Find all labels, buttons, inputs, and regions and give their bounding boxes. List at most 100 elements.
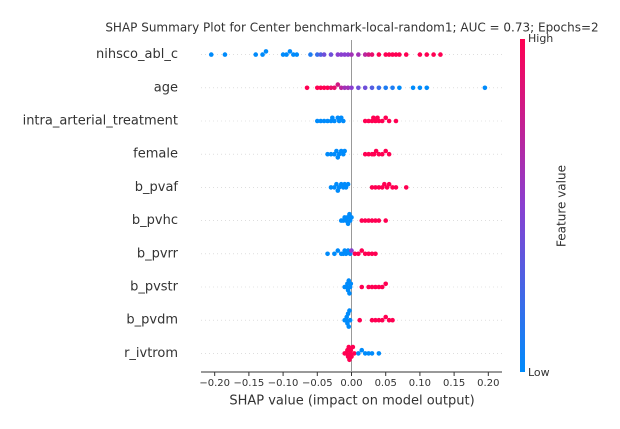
feature-label: b_pvdm: [126, 313, 178, 328]
shap-point: [369, 351, 375, 356]
shap-point: [325, 151, 330, 157]
shap-point: [325, 251, 330, 257]
shap-point: [397, 85, 402, 91]
shap-point: [373, 218, 378, 223]
feature-label: age: [154, 80, 178, 95]
shap-point: [335, 82, 341, 87]
shap-point: [397, 52, 402, 57]
shap-point: [357, 317, 363, 323]
shap-point: [359, 284, 365, 290]
shap-point: [314, 85, 320, 91]
shap-point: [383, 115, 389, 121]
x-axis-label: SHAP value (impact on model output): [229, 394, 474, 409]
shap-point: [390, 85, 395, 91]
shap-point: [351, 351, 357, 356]
shap-point: [356, 351, 361, 356]
colorbar-label: Feature value: [555, 165, 569, 247]
shap-point: [325, 118, 330, 124]
shap-point: [373, 251, 378, 257]
shap-point: [253, 52, 259, 57]
shap-point: [321, 52, 327, 57]
shap-point: [349, 52, 354, 57]
shap-point: [362, 351, 368, 356]
shap-point: [335, 248, 341, 253]
shap-point: [287, 49, 293, 54]
shap-point: [284, 52, 289, 57]
shap-point: [410, 85, 416, 91]
feature-label: b_pvstr: [130, 280, 179, 295]
shap-point: [393, 52, 399, 57]
shap-point: [318, 85, 324, 91]
shap-point: [338, 85, 344, 91]
shap-point: [383, 148, 389, 154]
shap-point: [362, 151, 368, 157]
shap-point: [346, 324, 352, 329]
shap-point: [208, 52, 214, 57]
shap-point: [369, 85, 375, 91]
shap-point: [366, 218, 371, 223]
x-tick-label: −0.05: [302, 378, 333, 389]
x-tick-label: 0.00: [340, 378, 362, 389]
shap-point: [390, 185, 395, 190]
shap-point: [369, 251, 375, 257]
shap-point: [431, 52, 436, 57]
shap-point: [373, 185, 378, 190]
shap-point: [376, 218, 382, 223]
shap-point: [369, 218, 375, 223]
shap-point: [314, 118, 320, 124]
shap-point: [356, 251, 361, 257]
shap-point: [379, 317, 385, 323]
shap-point: [386, 151, 392, 157]
shap-point: [342, 148, 347, 154]
feature-label: intra_arterial_treatment: [23, 114, 178, 129]
shap-point: [362, 251, 368, 257]
shap-point: [403, 185, 409, 190]
shap-point: [318, 118, 324, 124]
colorbar: [520, 39, 525, 372]
shap-point: [376, 317, 382, 323]
shap-point: [376, 185, 382, 190]
shap-point: [347, 308, 352, 313]
shap-point: [356, 85, 361, 91]
shap-point: [359, 218, 365, 223]
colorbar-low: Low: [528, 366, 550, 379]
shap-point: [383, 85, 389, 91]
x-tick-label: −0.15: [234, 378, 265, 389]
x-tick-label: −0.20: [199, 378, 230, 389]
shap-point: [347, 291, 352, 296]
shap-point: [417, 85, 423, 91]
shap-point: [386, 181, 392, 187]
shap-point: [359, 248, 365, 253]
shap-point: [222, 52, 228, 57]
shap-point: [366, 284, 371, 290]
shap-point: [386, 52, 392, 57]
shap-point: [263, 49, 269, 54]
shap-point: [390, 52, 395, 57]
shap-point: [366, 52, 371, 57]
shap-point: [347, 317, 353, 323]
feature-label: b_pvhc: [132, 213, 178, 228]
shap-point: [386, 118, 392, 124]
shap-point: [403, 52, 409, 57]
shap-point: [328, 85, 334, 91]
colorbar-high: High: [528, 32, 553, 45]
shap-point: [376, 351, 382, 356]
shap-point: [334, 148, 339, 154]
shap-point: [369, 317, 375, 323]
shap-point: [334, 181, 339, 187]
shap-point: [373, 148, 379, 154]
shap-point: [345, 52, 351, 57]
x-tick-label: 0.05: [375, 378, 397, 389]
shap-point: [321, 118, 327, 124]
shap-point: [342, 85, 347, 91]
shap-point: [328, 151, 334, 157]
shap-point: [332, 85, 337, 91]
shap-point: [366, 351, 371, 356]
shap-point: [376, 284, 382, 290]
feature-label: b_pvaf: [135, 180, 179, 195]
shap-point: [383, 52, 389, 57]
shap-point: [379, 284, 385, 290]
shap-point: [424, 52, 430, 57]
shap-point: [386, 317, 392, 323]
